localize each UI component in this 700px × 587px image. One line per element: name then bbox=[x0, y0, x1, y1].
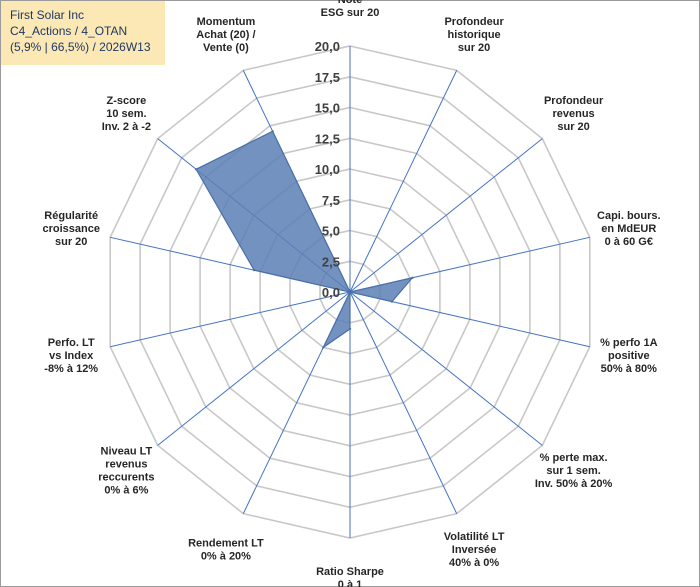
axis-label-line: 50% à 80% bbox=[601, 363, 657, 375]
data-point bbox=[348, 327, 352, 331]
axis-spoke bbox=[110, 291, 351, 348]
axis-label: Capi. bours. en MdEUR 0 à 60 G€ bbox=[597, 210, 661, 248]
axis-spoke bbox=[157, 291, 351, 446]
axis-label-line: Z-score bbox=[107, 95, 147, 107]
axis-label-line: historique bbox=[448, 29, 501, 41]
axis-label-line: Capi. bours. bbox=[597, 210, 661, 222]
axis-label-line: positive bbox=[608, 350, 650, 362]
axis-label: % perfo 1A positive 50% à 80% bbox=[600, 337, 658, 375]
axis-label-line: Note bbox=[338, 0, 362, 6]
axis-label-line: Ratio Sharpe bbox=[316, 566, 384, 578]
axis-label-line: croissance bbox=[42, 223, 99, 235]
axis-label-line: % perfo 1A bbox=[600, 337, 658, 349]
axis-spoke bbox=[349, 291, 543, 446]
axis-label-line: sur 20 bbox=[55, 236, 87, 248]
axis-spoke bbox=[349, 138, 543, 293]
axis-label-line: Niveau LT bbox=[101, 445, 153, 457]
axis-label-line: sur 20 bbox=[557, 121, 589, 133]
axis-label-line: 0% à 20% bbox=[201, 551, 251, 563]
axis-label-line: 0% à 6% bbox=[104, 484, 148, 496]
radial-tick-label: 2,5 bbox=[322, 254, 340, 269]
axis-label-line: reccurents bbox=[98, 471, 154, 483]
axis-label: Profondeur historique sur 20 bbox=[444, 16, 504, 54]
axis-label-line: Inv. 2 à -2 bbox=[102, 121, 151, 133]
axis-label-line: Profondeur bbox=[544, 95, 604, 107]
axis-label-line: -8% à 12% bbox=[44, 363, 98, 375]
radial-tick-label: 15,0 bbox=[315, 101, 340, 116]
axis-label-line: Inversée bbox=[452, 544, 497, 556]
data-point bbox=[194, 168, 198, 171]
axis-label: Volatilité LT Inversée 40% à 0% bbox=[444, 531, 505, 569]
axis-label-line: Perfo. LT bbox=[48, 337, 95, 349]
axis-label: % perte max. sur 1 sem. Inv. 50% à 20% bbox=[535, 452, 613, 490]
axis-label: Niveau LT revenus reccurents 0% à 6% bbox=[98, 445, 154, 496]
axis-label-line: 0 à 1 bbox=[338, 579, 362, 587]
axis-label-line: Profondeur bbox=[444, 16, 504, 28]
axis-label-line: ESG sur 20 bbox=[321, 7, 380, 19]
data-point bbox=[252, 268, 256, 272]
axis-label: Momentum Achat (20) / Vente (0) bbox=[196, 16, 255, 54]
axis-label-line: sur 20 bbox=[458, 42, 490, 54]
axis-label-line: Inv. 50% à 20% bbox=[535, 478, 613, 490]
axis-label-line: sur 1 sem. bbox=[546, 465, 600, 477]
axis-label: Note ESG sur 20 bbox=[321, 0, 380, 19]
axis-spoke bbox=[349, 70, 458, 293]
axis-label: Z-score 10 sem. Inv. 2 à -2 bbox=[102, 95, 151, 133]
axis-label: Rendement LT 0% à 20% bbox=[188, 538, 264, 563]
axis-label-line: 40% à 0% bbox=[449, 557, 499, 569]
axis-label: Perfo. LT vs Index -8% à 12% bbox=[44, 337, 98, 375]
axis-label-line: Volatilité LT bbox=[444, 531, 505, 543]
data-point bbox=[322, 346, 325, 349]
axis-label-line: revenus bbox=[552, 108, 594, 120]
axis-label-line: en MdEUR bbox=[601, 223, 656, 235]
data-point bbox=[348, 290, 352, 294]
axis-spoke bbox=[349, 291, 458, 514]
data-point bbox=[271, 130, 274, 133]
radial-tick-label: 5,0 bbox=[322, 224, 340, 239]
axis-label-line: Régularité bbox=[44, 210, 98, 222]
radial-tick-label: 10,0 bbox=[315, 162, 340, 177]
radial-tick-label: 20,0 bbox=[315, 39, 340, 54]
axis-label-line: Vente (0) bbox=[203, 42, 249, 54]
axis-label-line: 0 à 60 G€ bbox=[605, 236, 653, 248]
radial-tick-label: 17,5 bbox=[315, 70, 340, 85]
axis-label-line: Achat (20) / bbox=[196, 29, 255, 41]
axis-label-line: vs Index bbox=[49, 350, 94, 362]
data-point bbox=[411, 276, 414, 279]
axis-label-line: Momentum bbox=[197, 16, 256, 28]
axis-label-line: % perte max. bbox=[540, 452, 608, 464]
axis-label: Profondeur revenus sur 20 bbox=[544, 95, 604, 133]
radial-tick-label: 12,5 bbox=[315, 131, 340, 146]
axis-label: Régularité croissance sur 20 bbox=[42, 210, 99, 248]
company-name: First Solar Inc bbox=[10, 8, 85, 22]
chart-title-box: First Solar Inc C4_Actions / 4_OTAN (5,9… bbox=[1, 1, 165, 65]
radial-tick-label: 7,5 bbox=[322, 193, 340, 208]
performance-stats: (5,9% | 66,5%) / 2026W13 bbox=[10, 40, 151, 54]
portfolio-name: C4_Actions / 4_OTAN bbox=[10, 24, 128, 38]
axis-label-line: revenus bbox=[105, 458, 147, 470]
axis-label-line: Rendement LT bbox=[188, 538, 264, 550]
data-point bbox=[390, 300, 394, 303]
radial-tick-label: 0,0 bbox=[322, 285, 340, 300]
axis-label-line: 10 sem. bbox=[106, 108, 146, 120]
axis-label: Ratio Sharpe 0 à 1 bbox=[316, 566, 384, 587]
